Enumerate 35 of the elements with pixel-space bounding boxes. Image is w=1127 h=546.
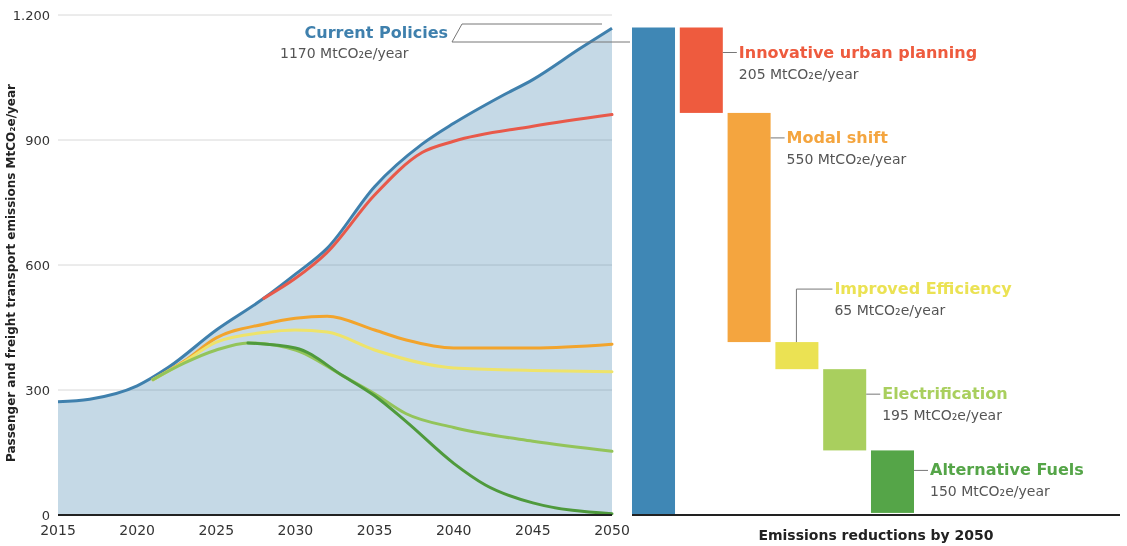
line-series [246, 341, 614, 516]
x-tick-label: 2050 [594, 522, 630, 538]
text: Alternative Fuels [930, 460, 1084, 480]
x-tick-label: 2035 [356, 522, 393, 538]
y-tick-label: 300 [25, 383, 50, 398]
x-tick-label: 2030 [277, 522, 314, 538]
y-axis-title: Passenger and freight transport emissions MtCO₂e/year [4, 83, 18, 463]
data-label: 195 MtCO₂e/year [882, 407, 1003, 424]
bar [727, 112, 771, 343]
x-tick-label: 2025 [198, 522, 235, 538]
y-tick-label: 600 [25, 258, 50, 273]
bar [823, 369, 867, 451]
data-label: 150 MtCO₂e/year [930, 483, 1050, 500]
x-tick-label: 2045 [515, 522, 551, 538]
bar [632, 27, 676, 515]
data-label: 550 MtCO₂e/year [786, 150, 907, 167]
bar [870, 450, 914, 513]
bar [775, 342, 819, 370]
annotation: Innovative urban planning [738, 42, 978, 62]
line-series [262, 113, 614, 300]
data-label: 205 MtCO₂e/year [738, 65, 859, 82]
annotation: Modal shift [786, 127, 889, 147]
x-tick-label: 2040 [435, 522, 472, 538]
annotation: Electrification [882, 384, 1008, 404]
x-tick-label: 2015 [40, 522, 76, 538]
x-axis-title: Emissions reductions by 2050 [758, 527, 994, 543]
x-tick-label: 2020 [119, 522, 155, 538]
y-tick-label: 900 [25, 133, 50, 148]
annotation: 1170 MtCO₂e/year [280, 45, 409, 61]
annotation: Current Policies [304, 23, 448, 42]
y-tick-label: 0 [41, 508, 50, 523]
data-label: 65 MtCO₂e/year [834, 302, 946, 319]
y-tick-label: 1.200 [12, 8, 50, 23]
annotation: Improved Efficiency [834, 279, 1013, 299]
bar [679, 27, 723, 113]
